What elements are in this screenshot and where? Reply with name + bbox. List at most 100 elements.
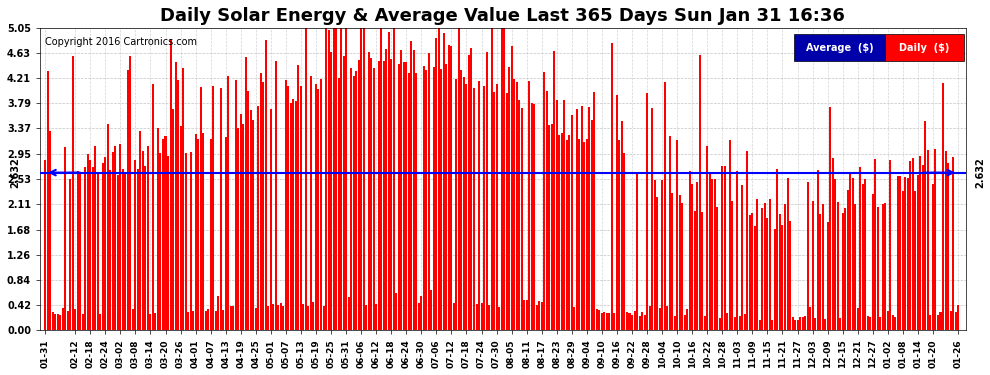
Bar xyxy=(498,307,500,330)
Bar xyxy=(920,156,922,330)
Bar xyxy=(802,317,804,330)
Bar xyxy=(69,178,71,330)
Bar xyxy=(563,100,565,330)
Bar xyxy=(496,84,498,330)
Bar xyxy=(343,56,345,330)
Bar xyxy=(295,100,297,330)
Bar xyxy=(596,309,598,330)
Bar xyxy=(849,173,851,330)
Bar xyxy=(794,320,796,330)
Bar xyxy=(438,28,440,330)
Bar xyxy=(927,150,929,330)
Bar xyxy=(207,309,209,330)
Bar xyxy=(275,61,277,330)
Bar xyxy=(624,153,626,330)
Bar xyxy=(882,204,884,330)
Bar xyxy=(318,89,320,330)
Bar xyxy=(87,153,89,330)
Bar xyxy=(282,306,284,330)
Bar xyxy=(370,58,372,330)
Bar xyxy=(739,316,741,330)
Bar xyxy=(340,28,343,330)
Bar xyxy=(944,152,946,330)
Bar xyxy=(458,28,460,330)
Bar xyxy=(50,131,51,330)
Bar xyxy=(764,202,766,330)
Bar xyxy=(300,86,302,330)
Bar xyxy=(771,320,773,330)
Bar xyxy=(137,169,139,330)
Bar xyxy=(333,28,335,330)
Bar xyxy=(501,28,503,330)
Bar xyxy=(611,43,613,330)
Bar xyxy=(518,100,520,330)
Bar xyxy=(380,28,382,330)
Bar xyxy=(874,159,876,330)
Bar xyxy=(315,84,317,330)
Bar xyxy=(197,140,199,330)
Bar xyxy=(187,312,189,330)
Bar xyxy=(784,204,786,330)
Bar xyxy=(485,52,487,330)
Bar xyxy=(350,68,352,330)
Bar xyxy=(769,199,771,330)
Bar xyxy=(727,312,729,330)
Bar xyxy=(513,79,515,330)
Bar xyxy=(217,296,219,330)
Bar xyxy=(756,200,758,330)
Bar xyxy=(305,28,307,330)
Bar xyxy=(480,303,482,330)
Bar xyxy=(400,50,402,330)
Bar xyxy=(591,120,593,330)
Bar xyxy=(864,179,866,330)
Bar xyxy=(416,73,418,330)
Bar xyxy=(365,305,367,330)
Bar xyxy=(388,32,390,330)
Bar xyxy=(644,315,645,330)
Bar xyxy=(548,125,550,330)
Bar xyxy=(694,211,696,330)
Bar xyxy=(719,318,721,330)
Bar xyxy=(516,82,518,330)
Bar xyxy=(413,50,415,330)
Bar xyxy=(696,182,698,330)
Bar xyxy=(604,312,606,330)
Bar xyxy=(555,100,557,330)
Bar xyxy=(877,207,879,330)
Bar xyxy=(257,106,259,330)
Bar xyxy=(511,46,513,330)
Bar xyxy=(352,76,354,330)
Bar xyxy=(799,317,801,330)
Bar xyxy=(383,62,385,330)
Bar xyxy=(92,167,94,330)
Bar xyxy=(280,303,282,330)
Bar xyxy=(671,193,673,330)
Bar xyxy=(109,170,111,330)
Bar xyxy=(372,68,374,330)
Bar xyxy=(529,81,531,330)
Bar xyxy=(930,315,932,330)
Bar xyxy=(598,310,600,330)
Bar xyxy=(523,300,525,330)
Bar xyxy=(807,182,809,330)
Bar xyxy=(691,184,693,330)
Bar xyxy=(676,141,678,330)
Bar xyxy=(673,316,675,330)
Bar xyxy=(884,203,886,330)
Bar xyxy=(545,91,547,330)
Bar xyxy=(912,159,914,330)
Bar xyxy=(102,163,104,330)
Bar xyxy=(347,297,349,330)
Bar xyxy=(99,314,101,330)
Bar xyxy=(861,184,863,330)
Bar xyxy=(915,191,917,330)
Bar xyxy=(897,176,899,330)
Bar xyxy=(732,201,734,330)
Bar xyxy=(614,312,616,330)
Bar xyxy=(249,110,251,330)
Text: Average  ($): Average ($) xyxy=(806,42,873,52)
Bar xyxy=(558,135,560,330)
Bar xyxy=(157,129,159,330)
Bar xyxy=(899,176,901,330)
Bar xyxy=(375,304,377,330)
